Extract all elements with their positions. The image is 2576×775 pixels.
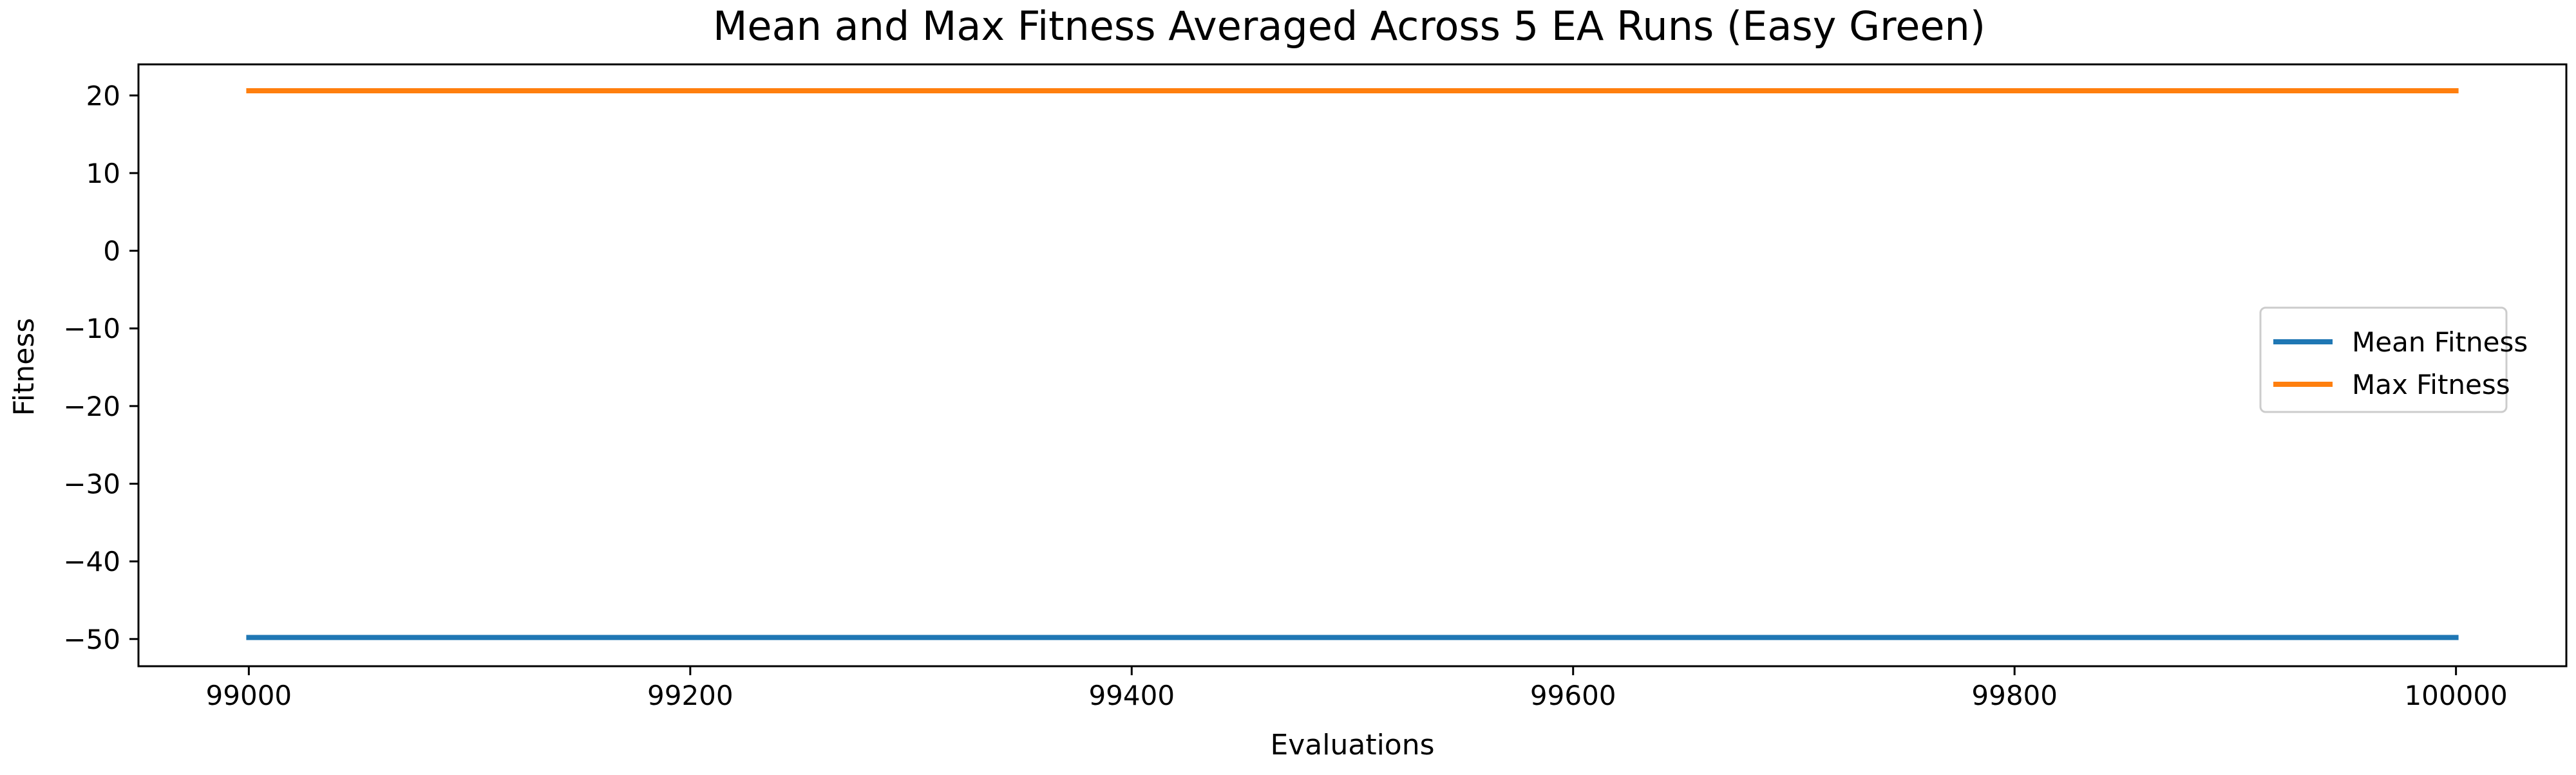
legend: Mean Fitness Max Fitness xyxy=(2259,306,2528,413)
y-tick-label: −10 xyxy=(63,313,120,344)
legend-label-max-fitness: Max Fitness xyxy=(2352,369,2510,400)
x-axis: 99000 99200 99400 99600 99800 100000 xyxy=(206,666,2508,711)
y-axis-label: Fitness xyxy=(8,318,41,416)
x-tick-label: 99000 xyxy=(206,680,292,711)
y-tick-label: −20 xyxy=(63,391,120,422)
x-tick-label: 99200 xyxy=(647,680,734,711)
plot-frame xyxy=(137,63,2568,668)
legend-label-mean-fitness: Mean Fitness xyxy=(2352,326,2528,358)
x-tick-label: 99600 xyxy=(1530,680,1616,711)
y-axis: 20 10 0 −10 −20 −30 −40 −50 xyxy=(63,80,138,655)
y-tick-label: −30 xyxy=(63,468,120,500)
series-group xyxy=(246,88,2459,640)
y-tick-label: −40 xyxy=(63,546,120,577)
plot-area xyxy=(137,63,2568,668)
y-tick-label: −50 xyxy=(63,624,120,655)
y-tick-label: 0 xyxy=(103,236,120,267)
x-tick-label: 100000 xyxy=(2404,680,2507,711)
x-axis-label: Evaluations xyxy=(1270,729,1434,761)
y-tick-label: 20 xyxy=(86,80,120,111)
x-tick-label: 99400 xyxy=(1088,680,1175,711)
y-tick-label: 10 xyxy=(86,158,120,189)
x-tick-label: 99800 xyxy=(1971,680,2058,711)
chart-title: Mean and Max Fitness Averaged Across 5 E… xyxy=(713,3,1985,50)
